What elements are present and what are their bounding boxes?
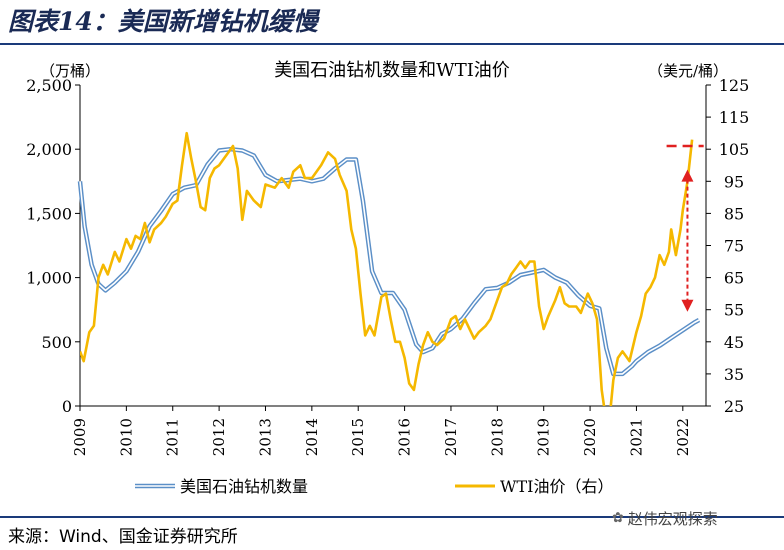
- figure-title: 图表14：美国新增钻机缓慢: [8, 7, 318, 36]
- watermark-text: 赵伟宏观探索: [627, 509, 718, 528]
- right-tick-label: 45: [724, 333, 744, 352]
- x-tick-label: 2022: [674, 418, 692, 456]
- rig-count-line-inner: [79, 148, 700, 375]
- chart-title: 美国石油钻机数量和WTI油价: [274, 60, 510, 81]
- source-note: 来源：Wind、国金证券研究所: [8, 527, 238, 547]
- right-tick-label: 115: [719, 108, 750, 127]
- right-tick-label: 55: [724, 301, 744, 320]
- right-tick-label: 75: [724, 237, 744, 256]
- left-tick-label: 1,000: [26, 269, 72, 288]
- left-tick-label: 0: [62, 397, 72, 416]
- legend-label-rig: 美国石油钻机数量: [180, 477, 308, 496]
- watermark: ✿ 赵伟宏观探索: [612, 506, 780, 530]
- annotation-arrow-head-down: [681, 299, 694, 312]
- title-rule: [0, 43, 784, 45]
- wti-price-line: [80, 131, 694, 406]
- left-tick-label: 500: [41, 333, 72, 352]
- x-tick-label: 2021: [627, 418, 645, 456]
- right-tick-label: 125: [719, 76, 750, 95]
- rig-count-line: [77, 146, 701, 377]
- x-tick-label: 2012: [210, 418, 228, 456]
- annotation-arrow-head-up: [681, 169, 694, 182]
- x-tick-label: 2014: [303, 418, 321, 456]
- x-tick-label: 2018: [488, 418, 506, 456]
- x-tick-label: 2017: [442, 418, 460, 456]
- x-tick-label: 2011: [164, 418, 182, 456]
- right-tick-label: 105: [719, 140, 750, 159]
- x-tick-label: 2009: [71, 418, 89, 456]
- series-layer: [77, 131, 701, 406]
- source-rule: [0, 516, 784, 518]
- axes: 0 500 1,000 1,500 2,000 2,500 25 35 45 55 65 75 85 95…: [26, 76, 749, 456]
- wechat-icon: ✿: [612, 510, 624, 526]
- x-tick-label: 2020: [581, 418, 599, 456]
- legend: 美国石油钻机数量 WTI油价（右）: [135, 477, 613, 496]
- right-axis-unit: （美元/桶）: [648, 62, 728, 80]
- legend-label-wti: WTI油价（右）: [500, 477, 613, 496]
- x-tick-label: 2010: [117, 418, 135, 456]
- right-tick-label: 95: [724, 172, 744, 191]
- right-tick-label: 35: [724, 365, 744, 384]
- right-tick-label: 65: [724, 269, 744, 288]
- x-tick-label: 2019: [535, 418, 553, 456]
- annotation-layer: [666, 144, 704, 312]
- x-tick-label: 2015: [349, 418, 367, 456]
- x-tick-label: 2013: [256, 418, 274, 456]
- left-tick-label: 2,000: [26, 140, 72, 159]
- right-tick-label: 85: [724, 204, 744, 223]
- chart: 美国石油钻机数量和WTI油价 （万桶） （美元/桶） 0 500 1,000 1,50…: [26, 60, 749, 496]
- left-tick-label: 1,500: [26, 204, 72, 223]
- left-tick-label: 2,500: [26, 76, 72, 95]
- left-axis-unit: （万桶）: [40, 62, 100, 80]
- x-tick-label: 2016: [396, 418, 414, 456]
- right-tick-label: 25: [724, 397, 744, 416]
